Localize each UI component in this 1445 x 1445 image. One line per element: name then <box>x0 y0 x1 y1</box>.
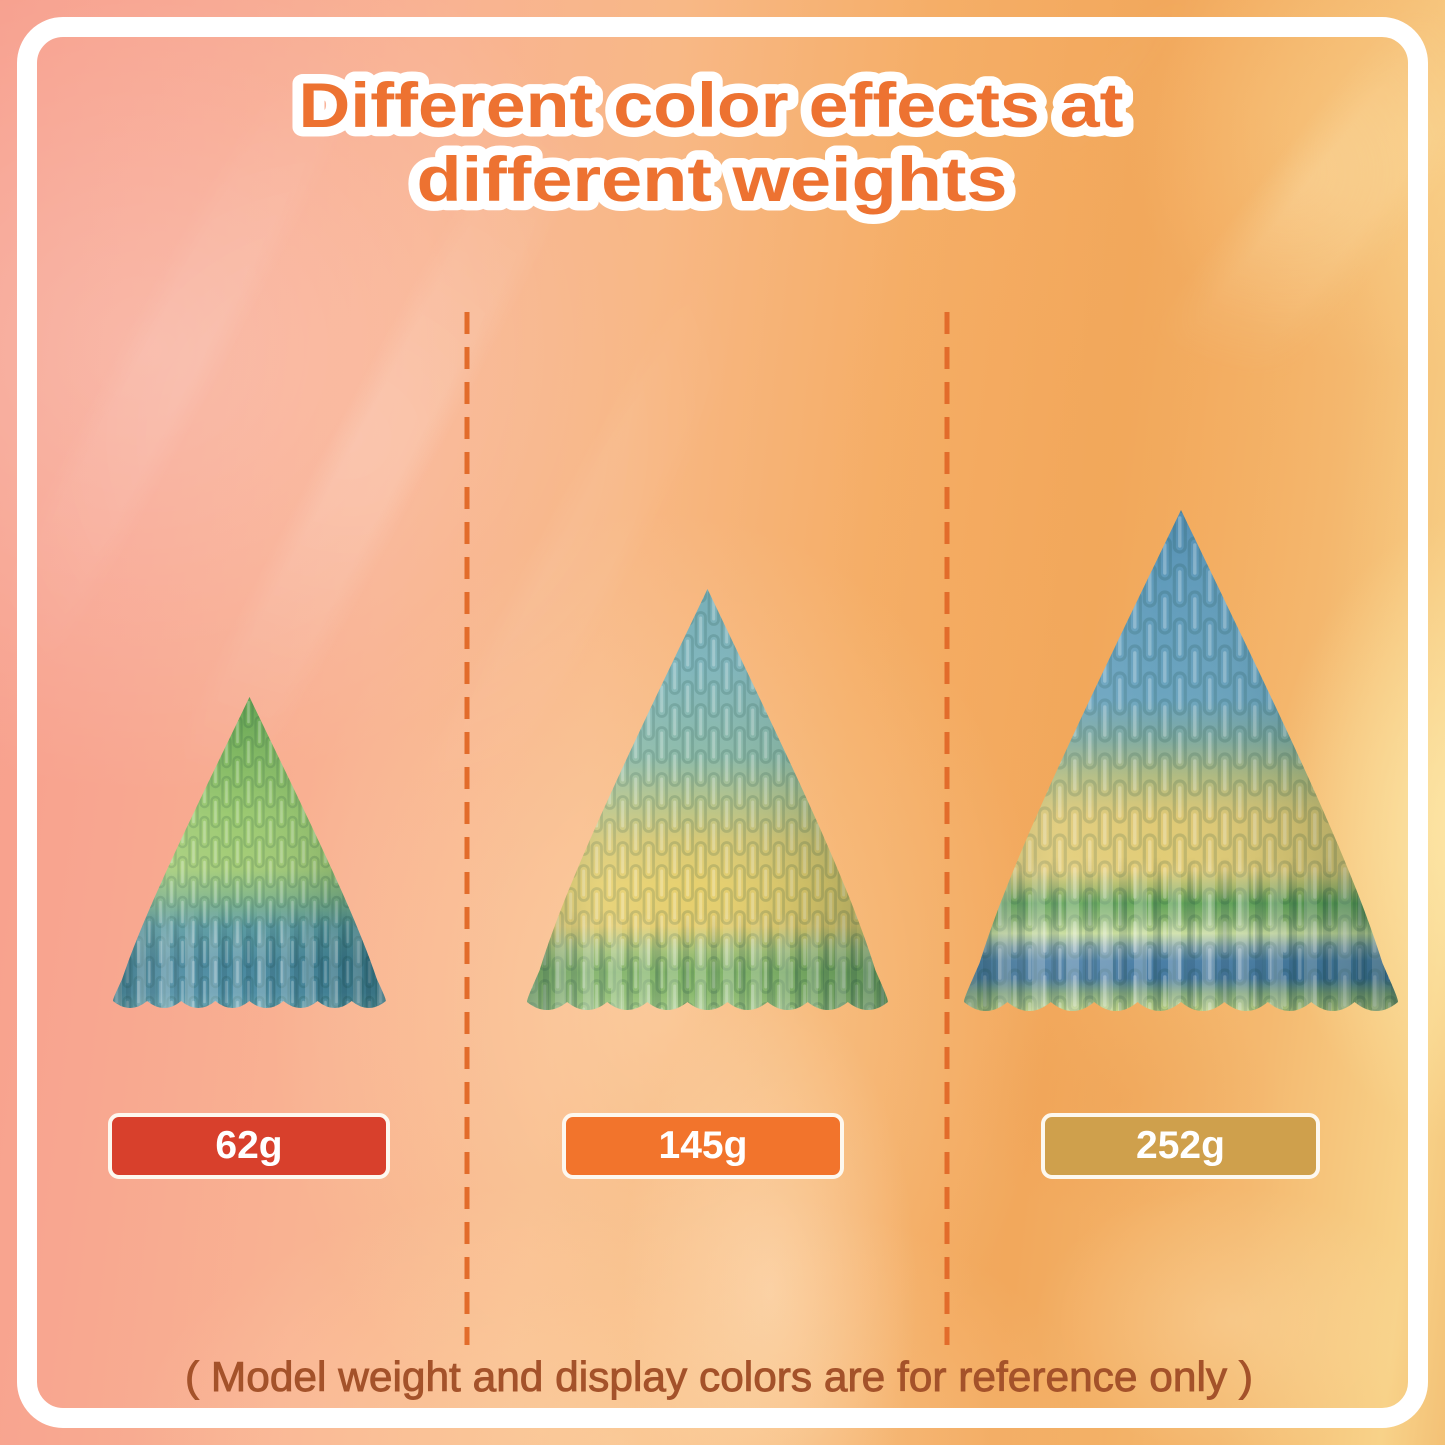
svg-text:( Model weight and display col: ( Model weight and display colors are fo… <box>185 1353 1253 1400</box>
svg-text:Different color effects at: Different color effects at <box>299 71 1124 141</box>
svg-text:different weights: different weights <box>417 145 1008 215</box>
